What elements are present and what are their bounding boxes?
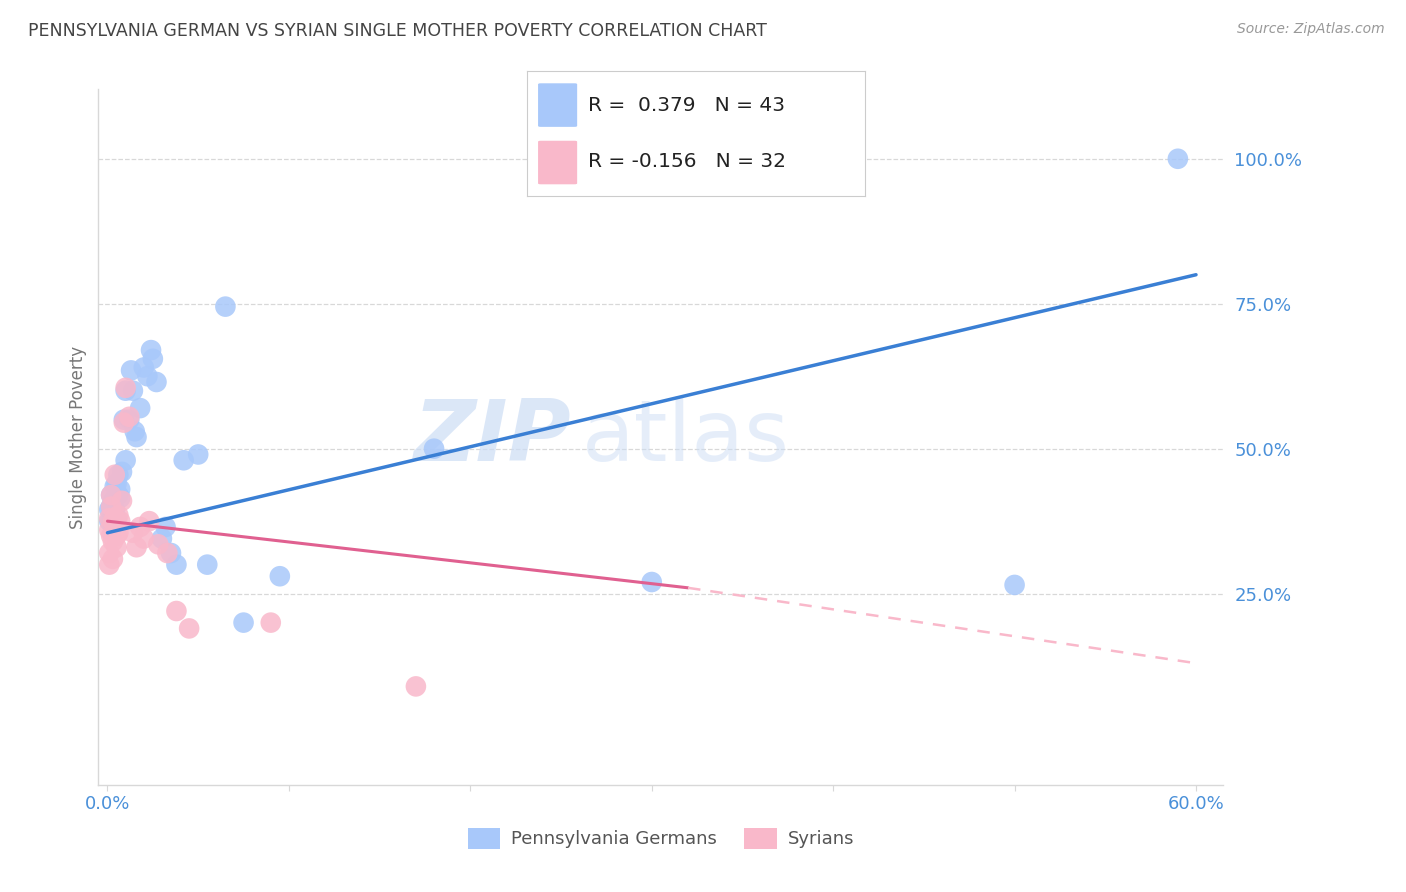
- Point: [148, 537, 170, 551]
- Point: [100, 500, 122, 514]
- Point: [107, 488, 129, 502]
- Point: [101, 534, 124, 549]
- Point: [114, 384, 136, 398]
- Point: [105, 528, 128, 542]
- Point: [107, 467, 129, 482]
- Point: [111, 493, 134, 508]
- Point: [105, 511, 128, 525]
- Point: [100, 488, 122, 502]
- Point: [641, 574, 664, 589]
- Point: [150, 532, 173, 546]
- Point: [187, 447, 209, 462]
- Point: [98, 546, 121, 560]
- Point: [156, 546, 179, 560]
- Point: [1004, 578, 1026, 592]
- Point: [129, 401, 152, 416]
- Point: [125, 540, 148, 554]
- Point: [104, 511, 127, 525]
- Point: [165, 558, 187, 572]
- Point: [98, 558, 121, 572]
- Point: [132, 360, 155, 375]
- Point: [118, 409, 141, 424]
- Point: [98, 523, 121, 537]
- Point: [108, 514, 131, 528]
- Point: [104, 502, 127, 516]
- Point: [98, 502, 121, 516]
- Point: [260, 615, 283, 630]
- Point: [98, 511, 121, 525]
- Point: [179, 621, 201, 635]
- Point: [136, 369, 159, 384]
- Point: [101, 508, 124, 523]
- FancyBboxPatch shape: [537, 140, 578, 185]
- Point: [165, 604, 187, 618]
- Point: [269, 569, 291, 583]
- Point: [124, 424, 146, 438]
- Point: [114, 381, 136, 395]
- Point: [132, 532, 155, 546]
- Point: [195, 558, 218, 572]
- Point: [160, 546, 183, 560]
- Y-axis label: Single Mother Poverty: Single Mother Poverty: [69, 345, 87, 529]
- Point: [1167, 152, 1189, 166]
- Text: R =  0.379   N = 43: R = 0.379 N = 43: [588, 96, 785, 115]
- Point: [122, 384, 145, 398]
- Point: [111, 465, 134, 479]
- Point: [120, 363, 142, 377]
- Point: [405, 680, 427, 694]
- Point: [100, 528, 122, 542]
- Point: [100, 488, 122, 502]
- Point: [214, 300, 236, 314]
- Text: PENNSYLVANIA GERMAN VS SYRIAN SINGLE MOTHER POVERTY CORRELATION CHART: PENNSYLVANIA GERMAN VS SYRIAN SINGLE MOT…: [28, 22, 768, 40]
- Point: [114, 453, 136, 467]
- Point: [105, 540, 128, 554]
- Point: [232, 615, 254, 630]
- Point: [173, 453, 195, 467]
- Point: [104, 479, 127, 493]
- Point: [138, 514, 160, 528]
- Point: [107, 525, 129, 540]
- Point: [142, 351, 165, 366]
- Text: R = -0.156   N = 32: R = -0.156 N = 32: [588, 153, 786, 171]
- Point: [125, 430, 148, 444]
- Point: [101, 551, 124, 566]
- Point: [100, 500, 122, 514]
- Point: [101, 514, 124, 528]
- Text: ZIP: ZIP: [413, 395, 571, 479]
- Point: [112, 416, 135, 430]
- Point: [98, 514, 121, 528]
- Point: [108, 491, 131, 505]
- Text: Source: ZipAtlas.com: Source: ZipAtlas.com: [1237, 22, 1385, 37]
- Point: [423, 442, 446, 456]
- Point: [129, 520, 152, 534]
- Point: [139, 343, 162, 357]
- Legend: Pennsylvania Germans, Syrians: Pennsylvania Germans, Syrians: [461, 821, 860, 856]
- Point: [118, 412, 141, 426]
- FancyBboxPatch shape: [537, 83, 578, 128]
- Point: [155, 520, 177, 534]
- Point: [108, 482, 131, 496]
- Point: [104, 467, 127, 482]
- Text: atlas: atlas: [582, 395, 790, 479]
- Point: [112, 412, 135, 426]
- Point: [122, 525, 145, 540]
- Point: [105, 476, 128, 491]
- Point: [145, 375, 167, 389]
- Point: [107, 508, 129, 523]
- Point: [101, 493, 124, 508]
